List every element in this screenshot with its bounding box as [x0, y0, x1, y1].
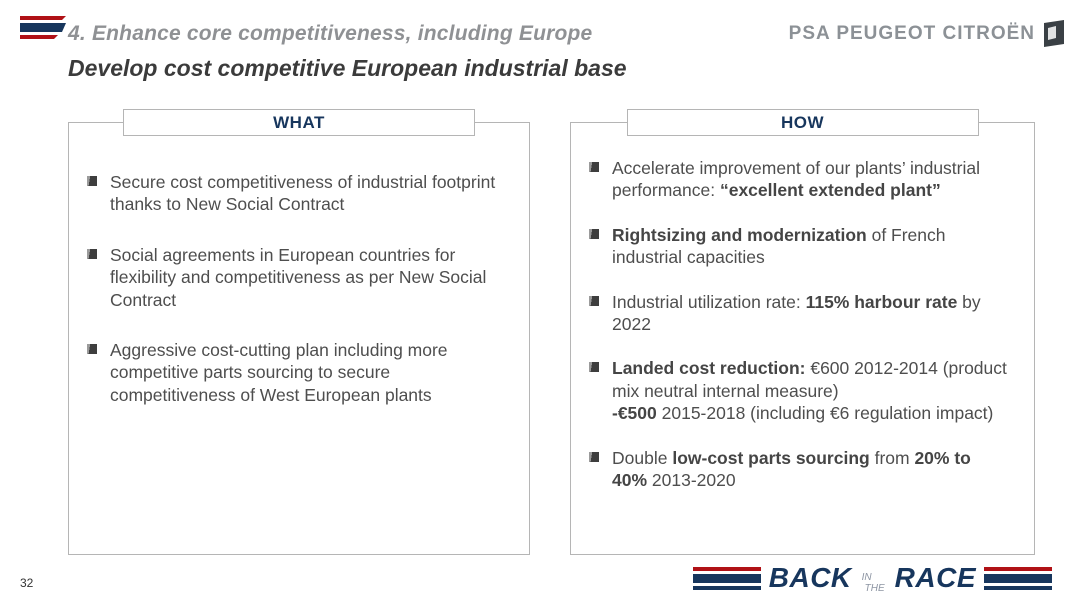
stripe-navy-thin: [984, 585, 1052, 590]
bullet-item: Rightsizing and modernization of French …: [589, 224, 1016, 269]
psa-flag-icon: [1042, 20, 1066, 48]
what-panel: WHAT Secure cost competitiveness of indu…: [68, 109, 530, 555]
bullet-text: Landed cost reduction: €600 2012-2014 (p…: [612, 358, 1007, 424]
bullet-square-icon: [589, 295, 599, 306]
bullet-square-icon: [87, 343, 97, 354]
bullet-square-icon: [589, 228, 599, 239]
stripe-red: [692, 566, 761, 571]
slide-subtitle: Develop cost competitive European indust…: [68, 55, 627, 81]
how-panel: HOW Accelerate improvement of our plants…: [570, 109, 1035, 555]
slide-title: 4. Enhance core competitiveness, includi…: [68, 22, 593, 45]
race-stripes-right-icon: [984, 566, 1052, 590]
bullet-text: Rightsizing and modernization of French …: [612, 224, 946, 268]
bullet-item: Social agreements in European countries …: [87, 244, 503, 311]
back-in-the-race-logo: BACK IN THE RACE: [692, 562, 1052, 594]
stripe-red: [984, 566, 1052, 571]
stripe-navy: [984, 573, 1052, 583]
bullet-item: Landed cost reduction: €600 2012-2014 (p…: [589, 357, 1016, 424]
bullet-item: Industrial utilization rate: 115% harbou…: [589, 291, 1016, 336]
race-logo-in: IN: [861, 572, 872, 583]
stripe-navy: [692, 573, 761, 583]
bullet-square-icon: [589, 362, 599, 373]
how-header: HOW: [626, 109, 979, 136]
bullet-text: Industrial utilization rate: 115% harbou…: [612, 291, 981, 334]
race-logo-race: RACE: [894, 562, 976, 593]
bullet-square-icon: [589, 451, 599, 462]
race-logo-back: BACK: [768, 562, 852, 593]
bullet-text: Accelerate improvement of our plants’ in…: [612, 158, 980, 201]
bullet-square-icon: [87, 176, 97, 186]
psa-logo-text: PSA PEUGEOT CITROËN: [788, 23, 1035, 44]
bullet-text: Aggressive cost-cutting plan including m…: [110, 339, 448, 405]
race-logo-the: THE: [864, 583, 885, 594]
bullet-item: Secure cost competitiveness of industria…: [87, 171, 503, 216]
bullet-text: Secure cost competitiveness of industria…: [110, 172, 496, 215]
stripe-red-short: [20, 35, 58, 39]
psa-logo: PSA PEUGEOT CITROËN: [789, 20, 1066, 48]
bullet-item: Accelerate improvement of our plants’ in…: [589, 157, 1016, 202]
bullet-text: Double low-cost parts sourcing from 20% …: [612, 447, 971, 490]
speed-stripes-icon: [20, 16, 66, 42]
how-bullet-list: Accelerate improvement of our plants’ in…: [571, 123, 1034, 491]
what-header: WHAT: [123, 109, 475, 136]
bullet-text: Social agreements in European countries …: [110, 244, 487, 310]
stripe-red: [20, 16, 66, 20]
stripe-navy: [20, 23, 66, 32]
bullet-item: Double low-cost parts sourcing from 20% …: [589, 447, 1016, 492]
race-stripes-left-icon: [692, 566, 761, 590]
race-logo-inthe: IN THE: [862, 572, 885, 594]
bullet-square-icon: [87, 248, 97, 259]
page-number: 32: [20, 576, 34, 590]
what-bullet-list: Secure cost competitiveness of industria…: [69, 123, 529, 406]
stripe-navy-thin: [692, 585, 761, 590]
bullet-item: Aggressive cost-cutting plan including m…: [87, 339, 503, 406]
bullet-square-icon: [589, 162, 599, 172]
